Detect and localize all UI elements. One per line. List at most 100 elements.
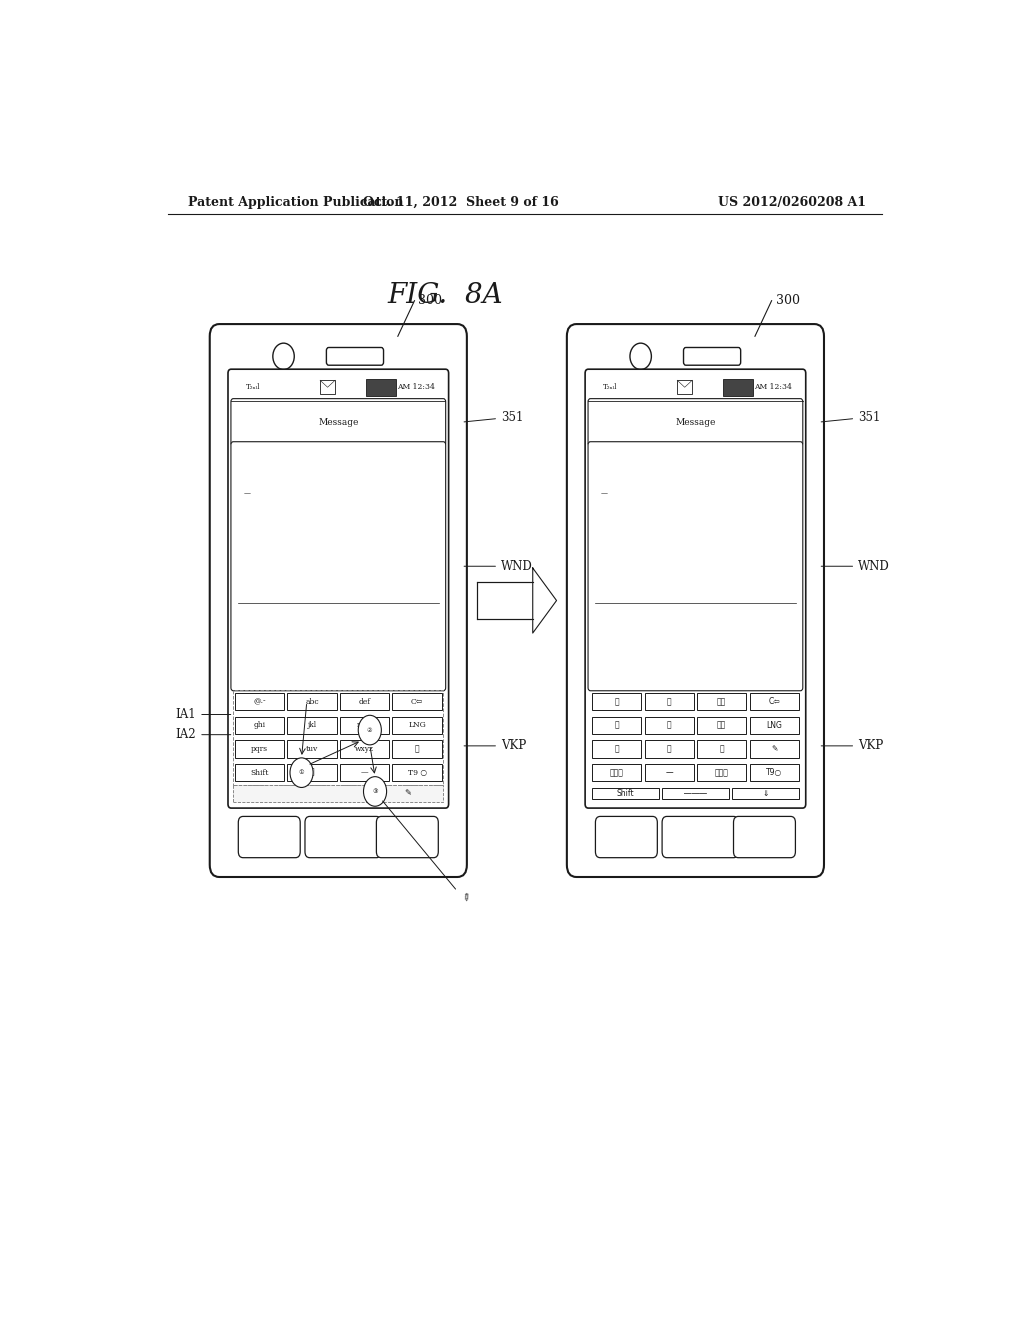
Text: VKP: VKP	[821, 739, 884, 752]
Bar	[750, 693, 799, 710]
Text: US 2012/0260208 A1: US 2012/0260208 A1	[718, 195, 866, 209]
Text: ㅣ: ㅣ	[719, 744, 724, 754]
Bar	[392, 717, 441, 734]
Text: abc: abc	[305, 698, 318, 706]
FancyBboxPatch shape	[228, 370, 449, 808]
Text: ✎: ✎	[771, 744, 777, 754]
Bar	[392, 764, 441, 781]
Text: def: def	[358, 698, 371, 706]
Text: ㄹ: ㄹ	[614, 721, 618, 730]
Text: 확수가: 확수가	[609, 768, 624, 777]
Bar	[233, 690, 443, 784]
Text: Oct. 11, 2012  Sheet 9 of 16: Oct. 11, 2012 Sheet 9 of 16	[364, 195, 559, 209]
Bar	[477, 582, 532, 619]
Bar	[288, 717, 337, 734]
Text: —: —	[601, 490, 608, 496]
Circle shape	[358, 715, 381, 744]
Bar	[288, 764, 337, 781]
Bar	[662, 788, 729, 799]
Bar	[392, 693, 441, 710]
Bar	[592, 693, 641, 710]
Bar	[677, 380, 692, 395]
Text: ③: ③	[373, 789, 378, 793]
Text: C⇦: C⇦	[768, 697, 780, 706]
Bar	[697, 741, 746, 758]
Bar	[644, 717, 694, 734]
Text: ①: ①	[299, 770, 304, 775]
Text: 351: 351	[464, 411, 523, 424]
FancyBboxPatch shape	[567, 325, 824, 876]
Bar	[340, 741, 389, 758]
FancyBboxPatch shape	[231, 442, 445, 690]
FancyBboxPatch shape	[305, 816, 381, 858]
Text: ㅡㅇ: ㅡㅇ	[717, 721, 726, 730]
Text: —: —	[360, 768, 369, 776]
Bar	[288, 741, 337, 758]
Text: Patent Application Publication: Patent Application Publication	[187, 195, 403, 209]
Bar	[367, 379, 396, 396]
Text: IA2: IA2	[176, 729, 230, 741]
Text: AM 12:34: AM 12:34	[754, 383, 792, 391]
Text: IA1: IA1	[176, 708, 230, 721]
Bar	[234, 717, 285, 734]
Bar	[340, 693, 389, 710]
FancyBboxPatch shape	[585, 370, 806, 808]
Bar	[392, 741, 441, 758]
Bar	[321, 380, 335, 395]
Bar	[233, 784, 443, 801]
Text: T₂ₙₗl: T₂ₙₗl	[603, 383, 617, 391]
Text: 300: 300	[775, 294, 800, 308]
Text: FIG.  8A: FIG. 8A	[388, 282, 503, 309]
Text: 300: 300	[419, 294, 442, 308]
Bar	[697, 693, 746, 710]
Bar	[697, 764, 746, 781]
Text: T9 ○: T9 ○	[408, 768, 427, 776]
Polygon shape	[532, 568, 556, 634]
Text: LNG: LNG	[766, 721, 782, 730]
Text: ✎: ✎	[459, 891, 471, 904]
Text: ㄱ: ㄱ	[614, 697, 618, 706]
Text: wxyz: wxyz	[355, 744, 374, 752]
Text: WND: WND	[464, 560, 532, 573]
FancyBboxPatch shape	[377, 816, 438, 858]
Bar	[644, 764, 694, 781]
Ellipse shape	[630, 343, 651, 370]
Text: jkl: jkl	[307, 721, 316, 730]
Text: ①: ①	[309, 768, 314, 776]
Bar	[750, 717, 799, 734]
Text: ―――: ―――	[684, 788, 707, 797]
Bar	[234, 741, 285, 758]
FancyBboxPatch shape	[327, 347, 384, 366]
Ellipse shape	[272, 343, 294, 370]
Bar	[723, 379, 754, 396]
Bar	[234, 764, 285, 781]
FancyBboxPatch shape	[239, 816, 300, 858]
FancyBboxPatch shape	[588, 399, 803, 446]
Text: Message: Message	[675, 417, 716, 426]
FancyBboxPatch shape	[210, 325, 467, 876]
Text: LNG: LNG	[409, 721, 426, 730]
FancyBboxPatch shape	[231, 399, 445, 446]
Text: ㅅ: ㅅ	[614, 744, 618, 754]
Bar	[340, 764, 389, 781]
Text: AM 12:34: AM 12:34	[397, 383, 435, 391]
Text: @.-: @.-	[253, 698, 266, 706]
FancyBboxPatch shape	[663, 816, 738, 858]
Text: ㅇ: ㅇ	[667, 744, 672, 754]
Text: T9○: T9○	[766, 768, 782, 777]
Bar	[592, 788, 658, 799]
Circle shape	[290, 758, 313, 788]
Text: —: —	[244, 490, 251, 496]
Bar	[592, 717, 641, 734]
Bar	[340, 717, 389, 734]
Text: 351: 351	[821, 411, 881, 424]
Text: Message: Message	[318, 417, 358, 426]
Text: T₂ₙₗl: T₂ₙₗl	[246, 383, 260, 391]
FancyBboxPatch shape	[684, 347, 740, 366]
Text: ⇓: ⇓	[762, 788, 769, 797]
Text: ㄴ: ㄴ	[667, 697, 672, 706]
Bar	[644, 693, 694, 710]
Bar	[750, 764, 799, 781]
FancyBboxPatch shape	[595, 816, 657, 858]
Text: Shift: Shift	[616, 788, 634, 797]
